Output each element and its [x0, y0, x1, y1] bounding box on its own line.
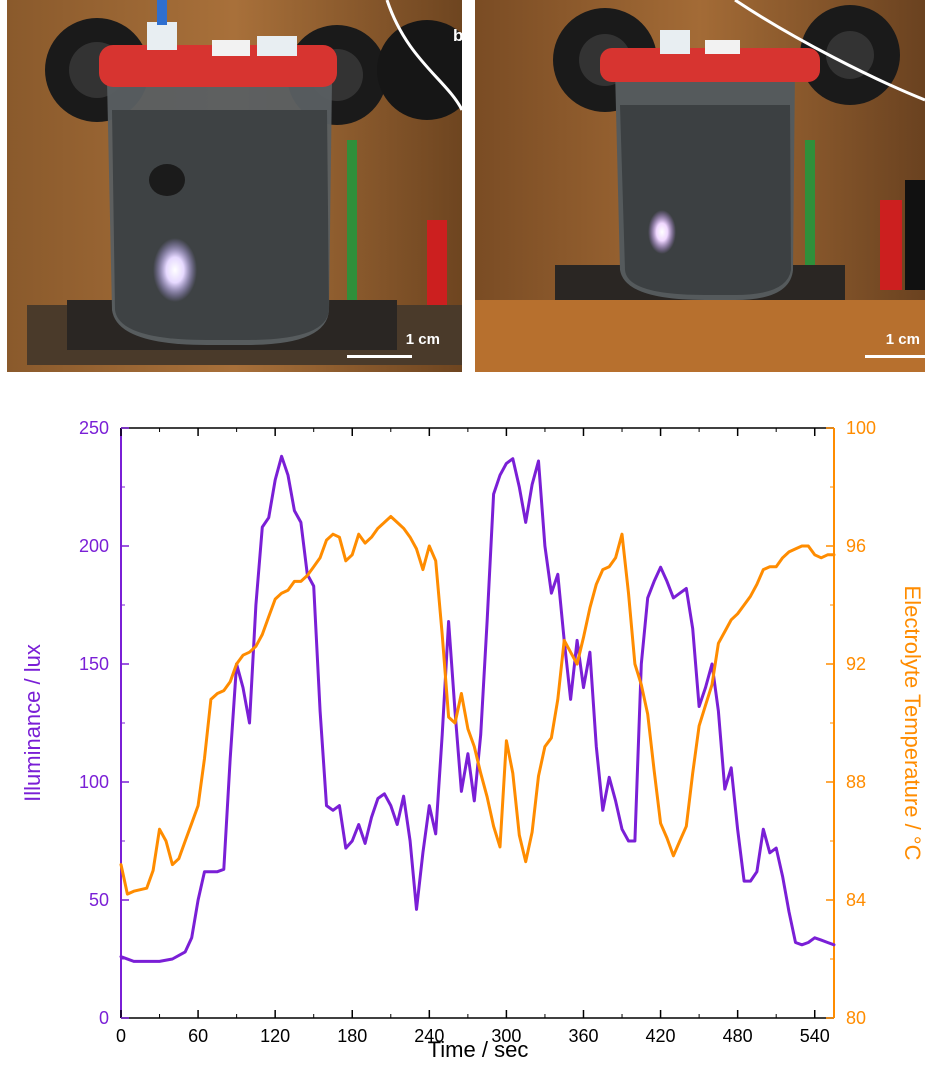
- right-y-tick-label: 80: [846, 1008, 866, 1028]
- x-tick-label: 60: [188, 1026, 208, 1046]
- x-tick-label: 180: [337, 1026, 367, 1046]
- illuminance-temperature-chart: 0 60 120 180 240 300 360 420 480 540 0 50 100 150 200…: [20, 418, 925, 1062]
- right-y-tick-label: 92: [846, 654, 866, 674]
- scale-bar-label-right: 1 cm: [885, 331, 920, 348]
- right-y-tick-label: 100: [846, 418, 876, 438]
- x-tick-label: 240: [414, 1026, 444, 1046]
- right-y-axis-title: Electrolyte Temperature / °C: [900, 586, 925, 861]
- right-y-tick-label: 88: [846, 772, 866, 792]
- x-tick-label: 480: [723, 1026, 753, 1046]
- right-y-tick-label: 96: [846, 536, 866, 556]
- plot-frame: [120, 427, 835, 1019]
- left-y-tick-label: 250: [79, 418, 109, 438]
- left-y-tick-label: 200: [79, 536, 109, 556]
- right-y-axis-ticks: 80 84 88 92 96 100: [826, 418, 876, 1028]
- left-y-tick-label: 50: [89, 890, 109, 910]
- x-tick-label: 120: [260, 1026, 290, 1046]
- left-y-tick-label: 0: [99, 1008, 109, 1028]
- left-y-tick-label: 100: [79, 772, 109, 792]
- illuminance-series-line: [119, 454, 836, 963]
- photo-left-plasma-jar: 1 cm: [7, 0, 462, 372]
- jar-photo-right-image: [475, 0, 925, 372]
- left-y-axis-title: Illuminance / lux: [20, 644, 45, 802]
- x-tick-label: 300: [491, 1026, 521, 1046]
- panel-letter: b: [453, 26, 464, 45]
- photo-right-plasma-jar: 1 cm: [475, 0, 925, 372]
- x-tick-label: 540: [800, 1026, 830, 1046]
- left-y-axis-ticks: 0 50 100 150 200 250: [79, 418, 129, 1028]
- x-tick-label: 0: [116, 1026, 126, 1046]
- jar-photo-left-image: [7, 0, 462, 372]
- temperature-series-line: [119, 515, 836, 896]
- x-axis-title: Time / sec: [428, 1037, 529, 1062]
- x-tick-label: 420: [646, 1026, 676, 1046]
- left-y-tick-label: 150: [79, 654, 109, 674]
- right-y-tick-label: 84: [846, 890, 866, 910]
- series-layer: [119, 454, 836, 963]
- x-tick-label: 360: [568, 1026, 598, 1046]
- scale-bar-label-left: 1 cm: [405, 331, 440, 348]
- x-axis-ticks: 0 60 120 180 240 300 360 420 480 540: [116, 428, 830, 1046]
